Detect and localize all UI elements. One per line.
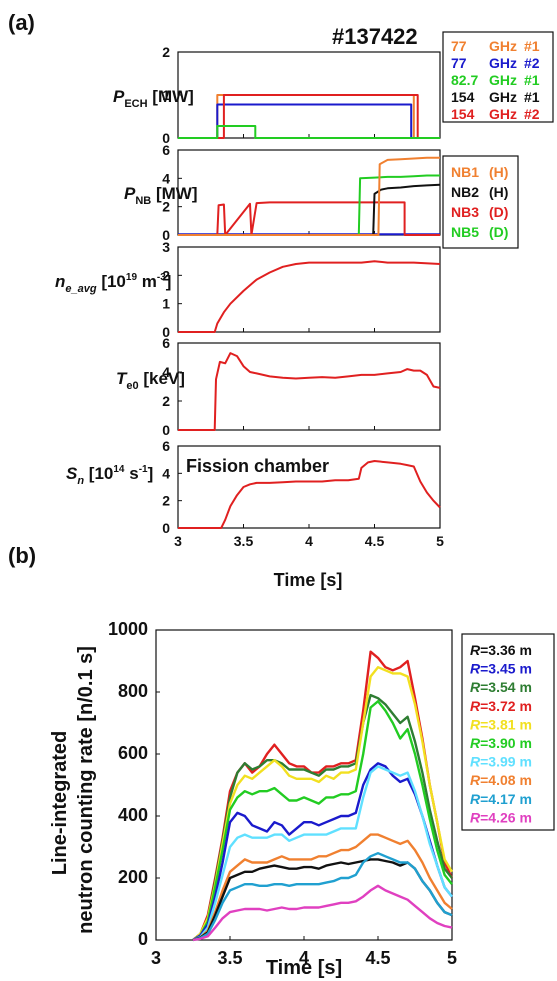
pnb-legend-entry: NB3 (D) [451,204,508,220]
neutron-series-1 [192,693,453,941]
pnb-ytick-label: 4 [162,170,170,186]
neutron-series-5 [192,765,453,942]
pnb-legend-entry: NB1 (H) [451,164,508,180]
pnb-series-4 [178,156,440,236]
pnb-series-3 [178,183,441,236]
ne-frame [177,246,441,333]
pech-legend-entry: 154 GHz #1 [451,89,540,105]
neutron-ytick-label: 1000 [108,619,148,639]
sn-xtick-label: 3.5 [234,533,254,549]
pech-ylabel: PECH [MW] [113,87,194,110]
pech-ytick-label: 2 [162,44,170,60]
ne-ytick-label: 3 [162,239,170,255]
neutron-legend-box [461,633,555,831]
pech-plot: 0 1 2 [162,44,441,146]
neutron-ytick-label: 800 [118,681,148,701]
pnb-series-2 [178,174,440,236]
pech-legend-box [442,31,554,123]
te-ytick-label: 2 [162,393,170,409]
pnb-ytick-label: 2 [162,199,170,215]
ne-ytick-label: 1 [162,296,170,312]
neutron-xtick-label: 5 [447,948,457,968]
sn-ytick-label: 0 [162,520,170,536]
neutron-legend-entry: R=3.90 m [470,735,532,751]
ne-series-0 [178,260,441,333]
sn-ytick-label: 2 [162,493,170,509]
panel-b-xlabel: Time [s] [266,957,342,979]
pech-series-3 [178,125,440,139]
sn-xtick-label: 3 [174,533,182,549]
neutron-ytick-label: 200 [118,867,148,887]
neutron-legend-entry: R=4.17 m [470,791,532,807]
pech-legend-entry: 77 GHz #2 [451,55,540,71]
pnb-series-1 [178,201,440,236]
pech-ytick-label: 1 [162,87,170,103]
panel-b-label: (b) [8,543,36,568]
neutron-ytick-label: 0 [138,929,148,949]
neutron-series-2 [192,666,454,941]
shot-number: #137422 [332,24,418,49]
neutron-xtick-label: 4.5 [365,948,390,968]
sn-xtick-label: 4 [305,533,313,549]
pnb-legend: NB1 (H) NB2 (H) NB3 (D) NB5 (D) [442,155,519,249]
ne-ytick-label: 0 [162,324,170,340]
te-ylabel: Te0 [keV] [116,369,185,392]
neutron-series-3 [192,700,453,942]
neutron-ytick-label: 400 [118,805,148,825]
neutron-ylabel-line2: neutron counting rate [n/0.1 s] [75,646,97,934]
pnb-plot: 0 2 4 6 [162,142,441,243]
pech-legend-entry: 77 GHz #1 [451,38,540,54]
sn-ytick-label: 6 [162,438,170,454]
neutron-ylabel-line1: Line-integrated [49,731,71,875]
neutron-legend-entry: R=3.81 m [470,716,532,732]
neutron-series-8 [192,852,453,942]
te-series-0 [178,352,441,431]
neutron-ytick-label: 600 [118,743,148,763]
pnb-legend-entry: NB2 (H) [451,184,508,200]
neutron-legend-entry: R=3.36 m [470,642,532,658]
ne-ylabel: ne_avg [1019 m-3] [55,272,171,295]
pnb-legend-box [442,155,519,249]
ne-ytick-label: 2 [162,267,170,283]
neutron-legend-entry: R=4.08 m [470,772,532,788]
neutron-rate-plot: 0 200 400 600 800 1000 3 3.5 4 4.5 5 [108,619,457,968]
te-ytick-label: 4 [162,364,170,380]
te-plot: 0 2 4 6 [162,335,441,438]
panel-a-xlabel: Time [s] [274,570,343,590]
neutron-xtick-label: 3.5 [217,948,242,968]
neutron-legend-entry: R=3.72 m [470,698,532,714]
neutron-legend-entry: R=3.45 m [470,661,532,677]
pech-ytick-label: 0 [162,130,170,146]
sn-series-0 [178,460,441,529]
sn-xtick-label: 4.5 [365,533,385,549]
ne-plot: 0 1 2 3 [162,239,441,340]
sn-ytick-label: 4 [162,465,170,481]
neutron-legend-entry: R=4.26 m [470,809,532,825]
neutron-legend-entry: R=3.54 m [470,679,532,695]
neutron-xtick-label: 3 [151,948,161,968]
pech-legend-entry: 82.7 GHz #1 [451,72,540,88]
panel-a-label: (a) [8,10,35,35]
neutron-xtick-label: 4 [299,948,309,968]
te-frame [177,342,441,431]
pnb-legend-entry: NB5 (D) [451,224,508,240]
te-ytick-label: 0 [162,422,170,438]
sn-plot: 0 2 4 6 3 3.5 4 4.5 5 [162,438,444,549]
neutron-series-6 [192,833,453,942]
pech-legend-entry: 154 GHz #2 [451,106,540,122]
neutron-legend: R=3.36 m R=3.45 m R=3.54 m R=3.72 m R=3.81 m… [461,633,555,831]
neutron-legend-entry: R=3.99 m [470,754,532,770]
sn-ylabel: Sn [1014 s-1] [66,464,153,487]
te-ytick-label: 6 [162,335,170,351]
sn-xtick-label: 5 [436,533,444,549]
neutron-series-9 [192,884,453,942]
pnb-ytick-label: 0 [162,227,170,243]
fission-chamber-annotation: Fission chamber [186,456,329,476]
pnb-ylabel: PNB [MW] [124,184,198,207]
neutron-series-4 [192,762,453,942]
pnb-ytick-label: 6 [162,142,170,158]
